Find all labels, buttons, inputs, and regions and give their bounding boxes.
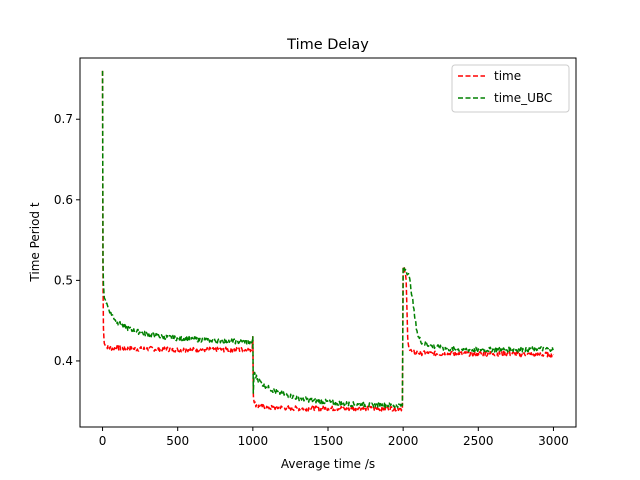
x-axis-label: Average time /s	[281, 457, 375, 471]
legend-label-time: time	[494, 69, 521, 83]
y-tick-label: 0.5	[54, 273, 73, 287]
x-tick-label: 2500	[463, 434, 494, 448]
x-axis: 0 500 1000 1500 2000 2500 3000	[99, 427, 569, 448]
series-line-time	[101, 70, 555, 412]
x-tick-label: 0	[99, 434, 107, 448]
chart-title: Time Delay	[286, 37, 369, 53]
x-tick-label: 1500	[313, 434, 344, 448]
legend-label-time-ubc: time_UBC	[494, 91, 552, 105]
x-tick-label: 1000	[238, 434, 269, 448]
y-tick-label: 0.4	[54, 354, 73, 368]
series-layer	[101, 70, 555, 412]
y-tick-label: 0.6	[54, 193, 73, 207]
legend: time time_UBC	[451, 64, 570, 113]
x-tick-label: 500	[166, 434, 189, 448]
y-tick-label: 0.7	[54, 112, 73, 126]
y-axis: 0.4 0.5 0.6 0.7	[54, 112, 80, 368]
series-line-time-ubc	[101, 70, 554, 409]
x-tick-label: 2000	[388, 434, 419, 448]
x-tick-label: 3000	[538, 434, 569, 448]
y-axis-label: Time Period t	[28, 202, 42, 282]
